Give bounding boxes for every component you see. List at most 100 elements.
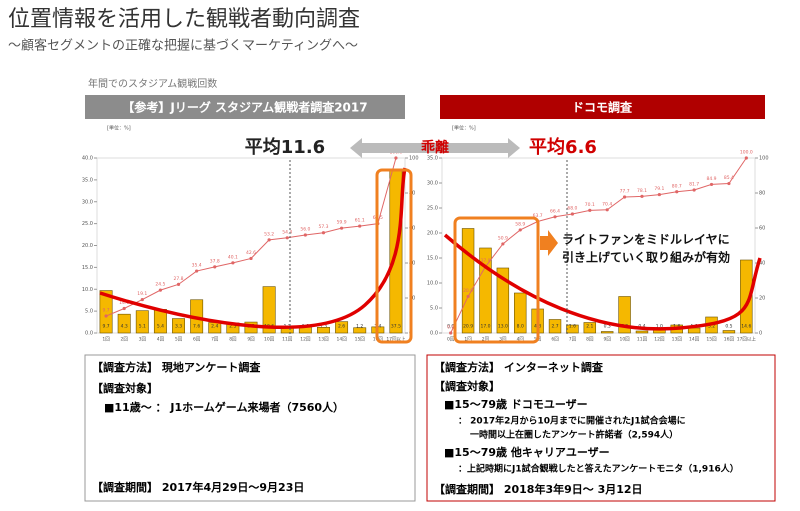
- bar: [262, 286, 276, 334]
- callout-text: 引き上げていく取り組みが有効: [562, 250, 730, 265]
- bar: [317, 327, 330, 334]
- line-point: [213, 265, 217, 269]
- line-point: [195, 269, 199, 273]
- bar: [461, 228, 475, 334]
- y2-tick-label: 100: [409, 156, 419, 162]
- line-value-label: 53.2: [264, 231, 274, 237]
- note-item: ： 2017年2月から10月までに開催されたJ1試合会場に: [458, 415, 686, 427]
- x-tick-label: 16回: [724, 337, 735, 343]
- line-value-label: 100.0: [740, 150, 753, 156]
- subtitle: ～顧客セグメントの正確な把握に基づくマーケティングへ～: [8, 38, 358, 54]
- right-header-text: ドコモ調査: [572, 100, 633, 115]
- line-value-label: 42.6: [246, 250, 256, 256]
- line-value-label: 14.0: [119, 300, 129, 306]
- bar-value-label: 5.4: [157, 324, 164, 330]
- left-header: [85, 95, 405, 119]
- bar: [353, 327, 367, 334]
- y-tick-label: 40.0: [82, 156, 93, 162]
- left-note-box: [84, 354, 416, 502]
- line-value-label: 84.9: [707, 176, 717, 182]
- line-point: [104, 314, 108, 318]
- line-point: [466, 294, 470, 299]
- y-tick-label: 10.0: [427, 281, 438, 287]
- y-tick-label: 5.0: [430, 306, 438, 312]
- x-tick-label: 12回: [654, 337, 665, 343]
- line-value-label: 35.4: [192, 263, 202, 269]
- bar: [514, 292, 527, 334]
- line-value-label: 20.9: [463, 288, 473, 294]
- unit-label: [単位：%]: [107, 125, 131, 132]
- right-average: 平均6.6: [529, 136, 597, 158]
- line-value-label: 37.8: [210, 258, 220, 264]
- x-tick-label: 5回: [175, 337, 183, 343]
- line-value-label: 61.1: [355, 218, 365, 224]
- x-tick-label: 12回: [300, 337, 311, 343]
- line-value-label: 68.0: [567, 206, 577, 212]
- line-point: [176, 282, 181, 286]
- line-point: [449, 331, 453, 335]
- line-point: [640, 194, 644, 198]
- left-header-text: 【参考】Jリーグ スタジアム観戦者調査2017: [122, 100, 367, 115]
- x-tick-label: 8回: [586, 337, 594, 343]
- bar: [548, 319, 562, 334]
- bar-value-label: 3.3: [175, 324, 182, 330]
- y2-tick-label: 80: [759, 191, 765, 197]
- plot-area: [96, 157, 406, 334]
- line-value-label: 70.4: [602, 201, 612, 207]
- trend-curve: [99, 167, 407, 329]
- line-value-label: 24.5: [155, 282, 165, 288]
- bar-value-label: 2.7: [551, 324, 558, 330]
- x-tick-label: 13回: [318, 337, 329, 343]
- bar: [172, 318, 185, 334]
- bar-value-label: 1.2: [356, 324, 363, 330]
- title: 位置情報を活用した観戦者動向調査: [8, 7, 360, 32]
- note-target: 【調査対象】: [434, 379, 500, 393]
- line-value-label: 37.9: [480, 258, 490, 264]
- bar: [496, 267, 510, 334]
- line-point: [622, 195, 627, 199]
- y-tick-label: 30.0: [82, 199, 93, 205]
- y2-tick-label: 60: [759, 226, 765, 232]
- y-tick-label: 30.0: [427, 181, 438, 187]
- y-tick-label: 25.0: [82, 221, 93, 227]
- y-tick-label: 10.0: [82, 287, 93, 293]
- x-tick-label: 17回以上: [386, 336, 406, 343]
- note-method: 【調査方法】 現地アンケート調査: [92, 360, 260, 374]
- bar-value-label: 1.6: [569, 324, 576, 330]
- line-point: [570, 212, 575, 216]
- note-period: 【調査期間】 2017年4月29日～9月23日: [92, 480, 304, 494]
- line-point: [553, 215, 557, 219]
- note-item: ■15～79歳 他キャリアユーザー: [444, 445, 610, 459]
- bar-value-label: 37.5: [391, 324, 401, 330]
- note-period: 【調査期間】 2018年3年9日～ 3月12日: [434, 482, 643, 496]
- line-value-label: 79.1: [654, 186, 664, 192]
- x-tick-label: 4回: [517, 337, 525, 343]
- bar-value-label: 2.4: [211, 324, 218, 330]
- line-value-label: 50.9: [498, 235, 508, 241]
- bar: [583, 322, 597, 334]
- y-tick-label: 35.0: [82, 177, 93, 183]
- y-tick-label: 15.0: [82, 265, 93, 271]
- x-tick-label: 15回: [355, 337, 366, 343]
- y2-tick-label: 100: [759, 156, 769, 162]
- x-tick-label: 6回: [193, 337, 201, 343]
- section-label: 年間でのスタジアム観戦回数: [88, 77, 217, 90]
- x-tick-label: 1回: [464, 337, 472, 343]
- line-value-label: 0.0: [447, 325, 454, 331]
- callout-text: ライトファンをミドルレイヤに: [562, 233, 730, 247]
- line-value-label: 80.7: [672, 183, 682, 189]
- x-tick-label: 2回: [120, 337, 128, 343]
- line-point: [231, 261, 235, 265]
- line-point: [158, 288, 163, 292]
- y-tick-label: 5.0: [85, 309, 93, 315]
- line-point: [321, 231, 326, 235]
- bar: [117, 313, 131, 334]
- bar-value-label: 5.1: [139, 324, 146, 330]
- y2-tick-label: 0: [759, 331, 762, 337]
- y-tick-label: 35.0: [427, 156, 438, 162]
- line-value-label: 66.4: [550, 208, 560, 214]
- line-point: [709, 182, 714, 187]
- bar: [722, 330, 736, 334]
- note-item: ：上記時期にJ1試合観戦したと答えたアンケートモニタ（1,916人）: [458, 463, 739, 475]
- unit-label: [単位：%]: [452, 125, 476, 132]
